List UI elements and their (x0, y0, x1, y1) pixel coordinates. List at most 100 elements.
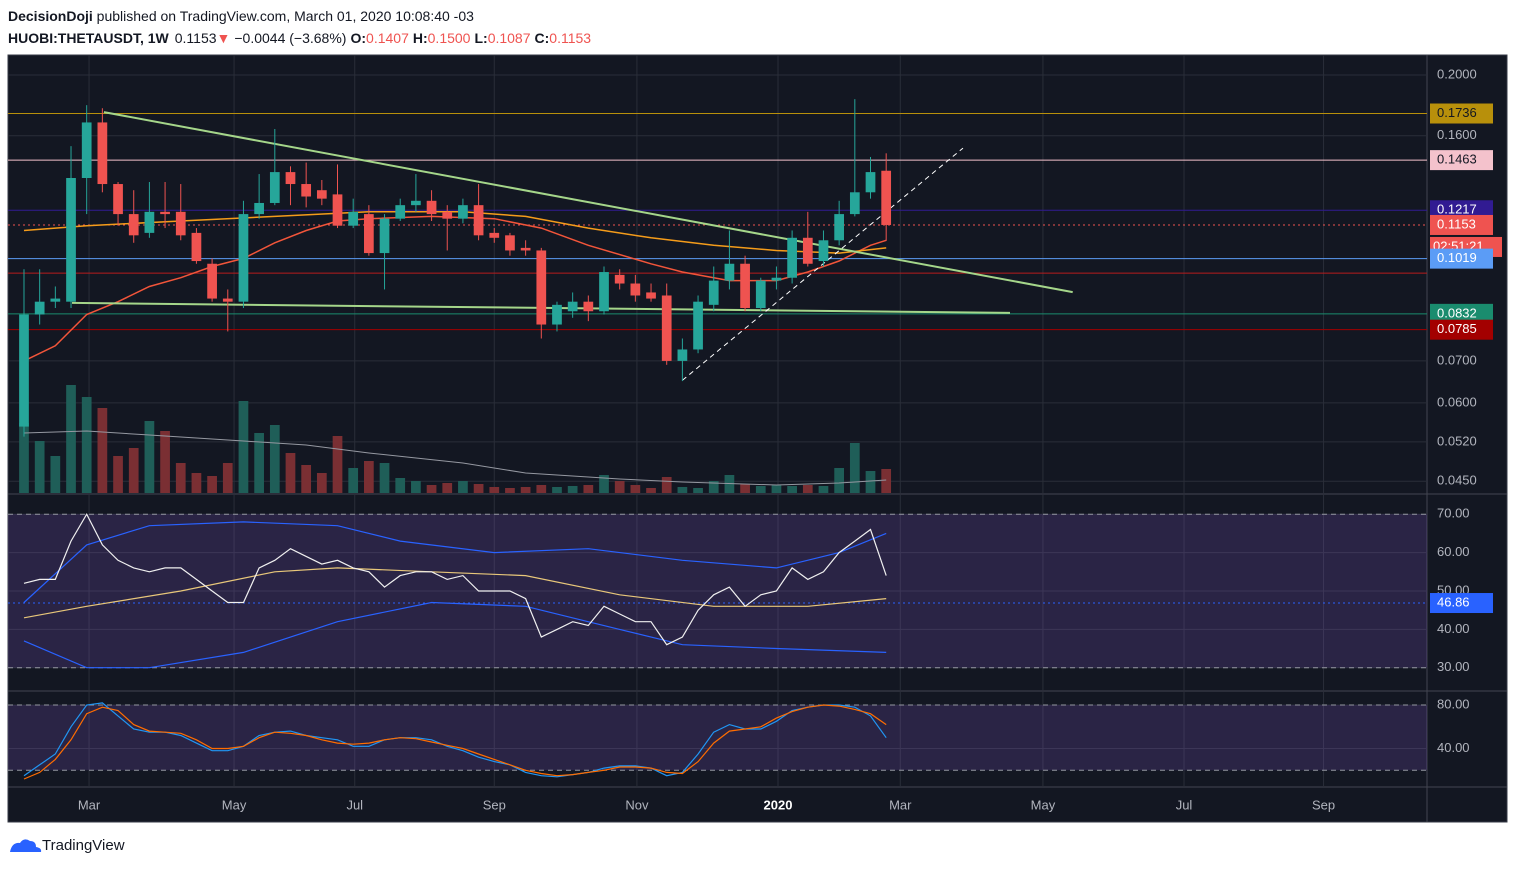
logo-text: TradingView (42, 837, 125, 854)
candle-body (802, 237, 813, 264)
candle-body (301, 184, 312, 197)
volume-bar (614, 481, 625, 493)
candle-body (269, 172, 280, 203)
volume-bar (66, 385, 76, 493)
logo: TradingView (10, 837, 125, 854)
ohlc-key: O: (350, 30, 366, 46)
volume-bar (567, 486, 578, 493)
volume-bar (458, 481, 468, 493)
volume-bar (285, 453, 296, 493)
level-label: 0.0785 (1437, 321, 1477, 336)
volume-bar (301, 465, 312, 493)
x-tick-label: Jul (346, 797, 363, 812)
volume-bar (661, 477, 672, 493)
volume-bar (881, 469, 892, 493)
y-tick-label: 80.00 (1437, 696, 1470, 711)
candle-body (630, 283, 641, 296)
level-label: 0.1217 (1437, 202, 1477, 217)
volume-bar (865, 471, 876, 493)
band-fill (8, 705, 1427, 771)
candle-body (740, 263, 750, 309)
candle-body (787, 237, 797, 278)
y-tick-label: 0.0600 (1437, 394, 1477, 409)
candle-body (881, 170, 892, 225)
x-tick-label: 2020 (764, 797, 793, 812)
candle-body (693, 301, 703, 350)
candle-body (724, 263, 735, 281)
volume-bar (489, 487, 500, 493)
candle-body (646, 292, 656, 299)
band-fill (8, 514, 1427, 668)
y-tick-label: 0.0700 (1437, 352, 1477, 367)
volume-bar (191, 473, 202, 493)
volume-bar (849, 443, 860, 493)
change: −0.0044 (−3.68%) (234, 30, 346, 46)
candle-body (19, 314, 29, 427)
y-tick-label: 60.00 (1437, 544, 1470, 559)
volume-bar (379, 463, 390, 493)
volume-bar (442, 483, 453, 493)
volume-bar (254, 433, 264, 493)
candle-body (144, 211, 155, 233)
candle-body (505, 235, 515, 251)
volume-bar (207, 476, 217, 493)
change-arrow: ▼ (217, 30, 231, 46)
candle-body (661, 295, 672, 361)
candle-body (583, 301, 594, 312)
candle-body (771, 277, 782, 281)
level-label: 46.86 (1437, 594, 1470, 609)
level-label-box (1430, 214, 1493, 235)
volume-bar (411, 481, 421, 493)
level-label-box (1430, 593, 1493, 614)
volume-bar (520, 487, 531, 493)
published: published on TradingView.com, March 01, … (93, 8, 474, 24)
candle-body (175, 211, 186, 236)
volume-bar (802, 485, 813, 493)
candle-body (285, 172, 296, 185)
candle-body (567, 301, 578, 312)
volume-bar (128, 448, 139, 493)
candle-body (81, 122, 92, 179)
candle-body (411, 200, 421, 206)
trendline (682, 147, 964, 381)
volume-bar (222, 463, 233, 493)
ohlc-value: 0.1500 (428, 30, 471, 46)
volume-bar (536, 485, 547, 493)
ohlc-value: 0.1407 (366, 30, 409, 46)
volume-bar (348, 468, 359, 493)
candle-body (332, 194, 343, 226)
candle-body (364, 214, 374, 254)
candle-body (128, 214, 139, 236)
candle-body (113, 184, 123, 215)
volume-bar (708, 481, 719, 493)
volume-bar (755, 486, 766, 493)
candle-body (395, 205, 406, 219)
volume-bar (269, 425, 280, 493)
volume-bar (316, 473, 327, 493)
y-tick-label: 0.2000 (1437, 66, 1477, 81)
x-tick-label: Sep (1312, 797, 1335, 812)
candle-body (442, 211, 453, 219)
volume-ma (23, 430, 887, 486)
volume-bar (646, 488, 656, 493)
candle-body (834, 214, 845, 241)
x-tick-label: Jul (1176, 797, 1193, 812)
level-label-box (1430, 303, 1493, 324)
level-label-box (1430, 248, 1493, 269)
volume-bar (505, 488, 515, 493)
price-axis: 0.2000 0.1600 0.0700 0.0600 0.0520 0.0450 0.17… (1430, 66, 1502, 755)
candle-body (458, 205, 468, 219)
y-tick-label: 0.0520 (1437, 433, 1477, 448)
author: DecisionDoji (8, 8, 93, 24)
candle-body (238, 214, 249, 302)
volume-bar (426, 485, 437, 493)
candle-body (520, 247, 531, 251)
candle-body (50, 298, 61, 302)
x-tick-label: May (222, 797, 247, 812)
volume-bar (599, 475, 609, 493)
candle-body (599, 272, 609, 312)
symbol-line: HUOBI:THETAUSDT, 1W 0.1153▼ −0.0044 (−3.68… (8, 30, 591, 46)
indicator-line (23, 521, 887, 603)
candle-body (865, 172, 876, 193)
candle-body (348, 211, 359, 226)
